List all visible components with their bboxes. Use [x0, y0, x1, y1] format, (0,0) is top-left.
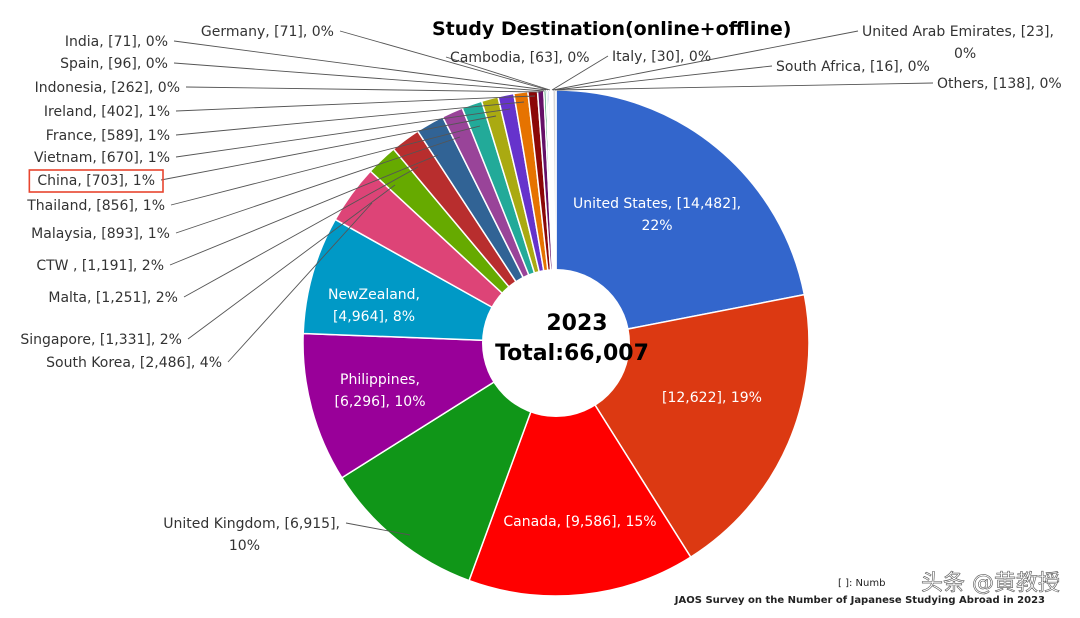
slice-label: Canada, [9,586], 15% — [503, 514, 656, 530]
leader-line — [175, 108, 511, 158]
slice-label: Indonesia, [262], 0% — [35, 80, 180, 96]
leader-line — [185, 86, 542, 93]
slice-label: [4,964], 8% — [333, 309, 415, 325]
slice-label: Thailand, [856], 1% — [26, 198, 165, 214]
pie-slice — [468, 341, 692, 597]
slice-label: India, [71], 0% — [65, 34, 168, 50]
slice-label: Cambodia, [63], 0% — [450, 50, 590, 66]
slice-label-highlighted: China, [703], 1% — [37, 173, 155, 189]
leader-line — [175, 101, 525, 136]
leader-line — [556, 82, 934, 91]
slice-label: [6,296], 10% — [334, 394, 425, 410]
center-total: Total:66,007 — [495, 341, 649, 366]
legend-note: [ ]: Numb — [838, 578, 885, 589]
slice-label: South Africa, [16], 0% — [776, 59, 930, 75]
slice-label: Malta, [1,251], 2% — [48, 290, 178, 306]
pie-slice — [340, 341, 558, 582]
slice-label: South Korea, [2,486], 4% — [46, 355, 222, 371]
slice-label: Malaysia, [893], 1% — [31, 226, 170, 242]
leader-line — [169, 154, 439, 266]
leader-line — [345, 522, 411, 536]
slice-label: Italy, [30], 0% — [612, 49, 711, 65]
leader-line — [227, 202, 373, 363]
chart-title: Study Destination(online+offline) — [432, 18, 791, 40]
source-note: JAOS Survey on the Number of Japanese St… — [674, 595, 1045, 606]
slice-label: Spain, [96], 0% — [60, 56, 168, 72]
leader-lines — [160, 30, 934, 536]
leader-line — [175, 95, 536, 112]
highlight-box — [28, 169, 164, 193]
leader-line — [445, 56, 551, 91]
slice-label: [12,622], 19% — [662, 390, 762, 406]
leader-line — [170, 125, 481, 206]
slice-label: United States, [14,482], — [573, 196, 741, 212]
center-year: 2023 — [546, 311, 607, 336]
slice-label: United Kingdom, [6,915], 10% — [163, 516, 340, 554]
slice-labels: United States, [14,482], 22% [12,622], 19%… — [328, 196, 762, 530]
leader-line — [339, 30, 549, 91]
leader-line — [173, 40, 547, 91]
slice-label: NewZealand, — [328, 287, 420, 303]
leader-line — [175, 136, 461, 234]
pie-slice — [555, 89, 806, 344]
slice-label: Singapore, [1,331], 2% — [20, 332, 182, 348]
leader-line — [551, 55, 609, 91]
watermark: 头条 @黄教授 — [921, 571, 1060, 596]
outside-labels: United Kingdom, [6,915], 10% South Korea, … — [20, 24, 1061, 554]
slice-label: Vietnam, [670], 1% — [34, 150, 170, 166]
slice-label: CTW , [1,191], 2% — [36, 258, 164, 274]
slice-label: Germany, [71], 0% — [201, 24, 334, 40]
donut-hole — [482, 269, 630, 417]
slice-label: 22% — [641, 218, 672, 234]
slice-label: France, [589], 1% — [46, 128, 170, 144]
slice-label: Philippines, — [340, 372, 420, 388]
leader-line — [173, 62, 545, 92]
leader-line — [554, 65, 773, 91]
slice-label: Ireland, [402], 1% — [44, 104, 170, 120]
leader-line — [552, 30, 859, 91]
leader-line — [160, 115, 497, 181]
slice-label: Others, [138], 0% — [937, 76, 1062, 92]
slice-label: United Arab Emirates, [23], 0% — [862, 24, 1054, 62]
leader-line — [187, 184, 396, 340]
leader-line — [183, 166, 419, 298]
